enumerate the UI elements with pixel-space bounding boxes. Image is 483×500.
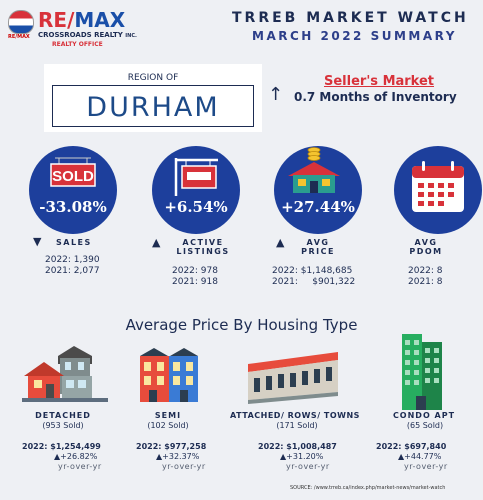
pdom-circle — [394, 146, 482, 234]
sold-sign-icon: SOLD — [50, 157, 96, 187]
pdom-2021: 2021: 8 — [408, 277, 443, 287]
logo-inc: INC. — [125, 33, 137, 39]
listings-2022: 2022: 978 — [172, 266, 218, 276]
arrow-up-icon: ↑ — [268, 84, 284, 105]
down-triangle-icon: ▼ — [33, 235, 42, 248]
listing-sign-icon — [174, 158, 218, 196]
up-triangle-icon: ▲ — [398, 452, 405, 461]
semi-label: SEMI — [154, 411, 182, 420]
price-2021: 2021: $901,322 — [272, 277, 356, 287]
towns-change: ▲+31.20% — [280, 452, 324, 461]
logo-brand: RE/MAX — [38, 8, 126, 32]
sales-2022: 2022: 1,390 — [45, 255, 100, 265]
logo-small-text: RE/MAX — [8, 34, 30, 40]
condo-change: ▲+44.77% — [398, 452, 442, 461]
condo-yoy: yr-over-yr — [404, 462, 448, 471]
detached-yoy: yr-over-yr — [58, 462, 102, 471]
detached-house-icon — [22, 346, 108, 402]
detached-label: DETACHED — [35, 411, 91, 420]
sales-label: SALES — [56, 238, 92, 247]
region-frame: DURHAM — [52, 85, 254, 127]
remax-balloon-icon — [8, 10, 34, 34]
semi-house-icon — [140, 348, 198, 402]
up-triangle-icon: ▲ — [152, 236, 161, 249]
up-triangle-icon: ▲ — [280, 452, 287, 461]
towns-yoy: yr-over-yr — [286, 462, 330, 471]
semi-price: 2022: $977,258 — [136, 442, 207, 451]
logo-re: RE — [38, 8, 68, 32]
condo-price: 2022: $697,840 — [376, 442, 447, 451]
condo-building-icon — [402, 334, 442, 410]
calendar-icon — [412, 161, 464, 212]
towns-price: 2022: $1,008,487 — [258, 442, 337, 451]
detached-price: 2022: $1,254,499 — [22, 442, 101, 451]
market-status: Seller's Market — [324, 74, 435, 89]
listings-label: ACTIVE LISTINGS — [176, 238, 230, 256]
pdom-label: AVG PDOM — [409, 238, 443, 256]
source-text: SOURCE: /www.trreb.ca/index.php/market-n… — [290, 485, 446, 491]
price-change: +27.44% — [281, 198, 355, 216]
region-label: REGION OF — [44, 73, 262, 83]
listings-circle: +6.54% — [152, 146, 240, 234]
up-triangle-icon: ▲ — [54, 452, 61, 461]
pdom-2022: 2022: 8 — [408, 266, 443, 276]
condo-sold: (65 Sold) — [406, 421, 444, 430]
section-title: Average Price By Housing Type — [125, 316, 358, 334]
listings-2021: 2021: 918 — [172, 277, 218, 287]
region-card: DURHAM REGION OF — [44, 64, 262, 132]
logo-company: CROSSROADS REALTY INC. — [38, 31, 137, 39]
sales-2021: 2021: 2,077 — [45, 266, 100, 276]
price-circle: +27.44% — [274, 146, 362, 234]
inventory-text: 0.7 Months of Inventory — [294, 90, 457, 104]
logo-office: REALTY OFFICE — [52, 41, 103, 48]
logo-max: MAX — [74, 8, 126, 32]
sales-change: -33.08% — [39, 198, 107, 216]
semi-yoy: yr-over-yr — [162, 462, 206, 471]
page-subtitle: MARCH 2022 SUMMARY — [252, 29, 457, 43]
semi-change: ▲+32.37% — [156, 452, 200, 461]
towns-sold: (171 Sold) — [276, 421, 318, 430]
sales-circle: SOLD -33.08% — [29, 146, 117, 234]
semi-sold: (102 Sold) — [147, 421, 189, 430]
up-triangle-icon: ▲ — [276, 236, 285, 249]
listings-change: +6.54% — [164, 198, 228, 216]
towns-label: ATTACHED/ ROWS/ TOWNS — [230, 411, 360, 420]
townhouse-icon — [248, 352, 338, 404]
detached-change: ▲+26.82% — [54, 452, 98, 461]
price-label: AVG PRICE — [301, 238, 335, 256]
house-coins-icon — [288, 147, 340, 193]
price-2022: 2022: $1,148,685 — [272, 266, 353, 276]
condo-label: CONDO APT — [392, 411, 456, 420]
page-title: TRREB MARKET WATCH — [232, 10, 469, 26]
detached-sold: (953 Sold) — [42, 421, 84, 430]
svg-text:SOLD: SOLD — [52, 168, 94, 185]
region-name: DURHAM — [86, 92, 220, 123]
up-triangle-icon: ▲ — [156, 452, 163, 461]
